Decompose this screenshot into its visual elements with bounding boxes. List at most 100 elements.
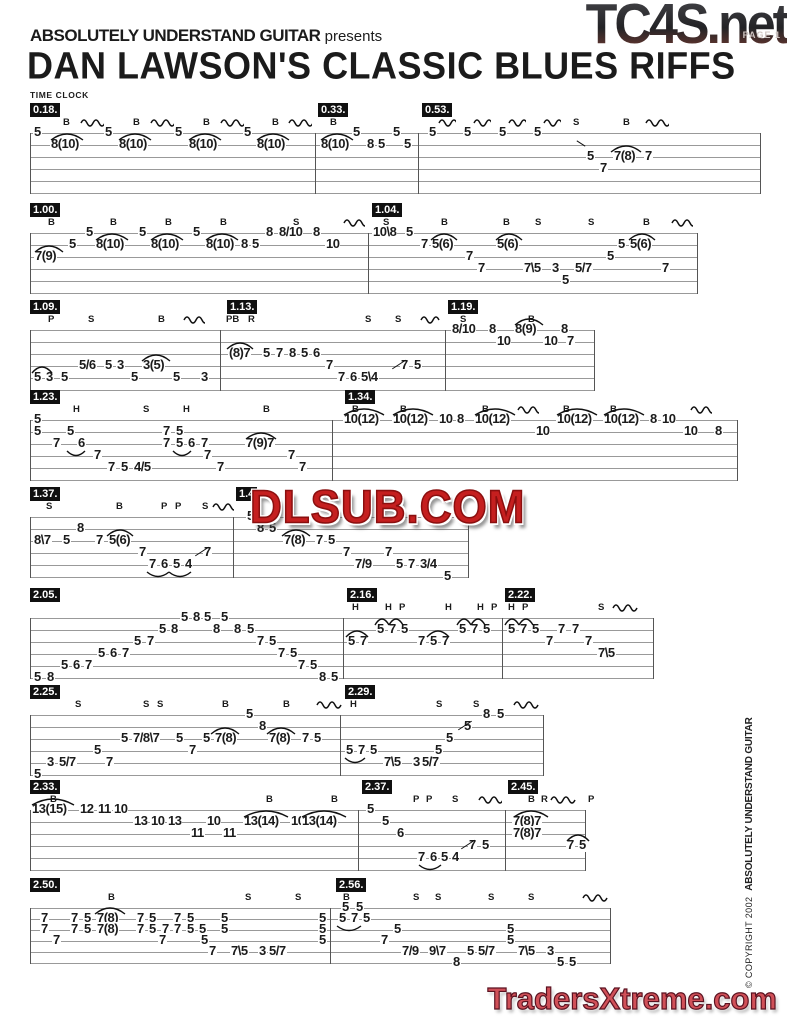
tab-note: 7\5 bbox=[517, 943, 536, 958]
technique-letter: S bbox=[473, 699, 480, 710]
vibrato-icon bbox=[582, 894, 608, 902]
technique-letter: B bbox=[343, 892, 350, 903]
technique-letter: S bbox=[488, 892, 495, 903]
bend-arc bbox=[256, 133, 290, 141]
tab-note: 5 bbox=[498, 124, 507, 139]
barline bbox=[445, 330, 446, 391]
tab-note: 7 bbox=[277, 645, 286, 660]
tab-note: 4 bbox=[184, 556, 193, 571]
tab-note: 7 bbox=[566, 333, 575, 348]
staff-line bbox=[30, 654, 653, 655]
tab-note: 3/4 bbox=[419, 556, 438, 571]
technique-letter: B bbox=[263, 404, 270, 415]
staff-line bbox=[30, 330, 594, 331]
tab-note: 8 bbox=[233, 621, 242, 636]
staff-line bbox=[30, 366, 594, 367]
tab-note: 8(10) bbox=[188, 136, 218, 151]
tab-note: 7 bbox=[70, 921, 79, 936]
tab-note: 6 bbox=[77, 435, 86, 450]
tab-note: 8 bbox=[714, 423, 723, 438]
technique-letter: H bbox=[350, 699, 357, 710]
tab-note: 5 bbox=[309, 657, 318, 672]
bend-arc bbox=[118, 133, 152, 141]
tab-note: 10 bbox=[438, 411, 454, 426]
tab-note: 5 bbox=[83, 910, 92, 925]
technique-letter: S bbox=[46, 501, 53, 512]
technique-letter: S bbox=[535, 217, 542, 228]
tab-note: 5(6) bbox=[431, 236, 455, 251]
tab-note: 5 bbox=[466, 943, 475, 958]
barline bbox=[30, 133, 31, 194]
tab-note: 7 bbox=[162, 435, 171, 450]
tab-note: 5 bbox=[174, 124, 183, 139]
tab-note: 7 bbox=[465, 248, 474, 263]
time-marker: 2.16. bbox=[347, 588, 378, 602]
barline bbox=[760, 133, 761, 194]
tab-note: 7 bbox=[599, 160, 608, 175]
bend-arc bbox=[94, 907, 126, 915]
staff-line bbox=[30, 834, 585, 835]
tab-note: 7 bbox=[287, 447, 296, 462]
technique-letter: B bbox=[116, 501, 123, 512]
barline bbox=[30, 715, 31, 776]
tab-note: 12 bbox=[79, 801, 95, 816]
bend-arc bbox=[301, 810, 347, 818]
technique-letter: S bbox=[436, 699, 443, 710]
tab-note: 10 bbox=[535, 423, 551, 438]
tab-note: 8(10) bbox=[205, 236, 235, 251]
bend-arc bbox=[392, 408, 434, 416]
technique-letter: S bbox=[295, 892, 302, 903]
tab-note: 5 bbox=[318, 921, 327, 936]
tab-note: 7 bbox=[208, 943, 217, 958]
tab-note: 5 bbox=[300, 345, 309, 360]
staff-line bbox=[30, 775, 543, 776]
tab-note: 8 bbox=[170, 621, 179, 636]
presenter-line: ABSOLUTELY UNDERSTAND GUITAR presents bbox=[30, 26, 382, 46]
staff-line bbox=[30, 444, 737, 445]
tab-note: 3 bbox=[45, 369, 54, 384]
time-marker: 2.37. bbox=[362, 780, 393, 794]
staff-line bbox=[30, 565, 468, 566]
tab-note: 8\7 bbox=[33, 532, 52, 547]
technique-letter: H bbox=[445, 602, 452, 613]
tab-note: 5 bbox=[85, 224, 94, 239]
barline bbox=[697, 233, 698, 294]
tab-note: 5/7 bbox=[477, 943, 496, 958]
technique-letter: S bbox=[598, 602, 605, 613]
tab-note: 6 bbox=[429, 849, 438, 864]
tab-note: 5 bbox=[172, 369, 181, 384]
tab-note: 8(9) bbox=[514, 321, 538, 336]
tab-note: 7 bbox=[566, 837, 575, 852]
tab-note: 7\5 bbox=[597, 645, 616, 660]
tab-note: 5 bbox=[443, 568, 452, 583]
tab-note: 5 bbox=[220, 910, 229, 925]
tab-note: 13 bbox=[167, 813, 183, 828]
bend-arc bbox=[243, 810, 289, 818]
dlsub-watermark: DLSUB.COM bbox=[249, 481, 526, 534]
staff-line bbox=[30, 666, 653, 667]
tab-note: 4/5 bbox=[133, 459, 152, 474]
page-number-label: PAGE 1 bbox=[742, 30, 781, 40]
bend-arc bbox=[556, 408, 598, 416]
tab-note: 7 bbox=[40, 921, 49, 936]
vibrato-icon bbox=[343, 219, 365, 227]
tab-note: 8/10 bbox=[451, 321, 477, 336]
tab-note: 5 bbox=[376, 621, 385, 636]
tab-note: 10(12) bbox=[556, 411, 593, 426]
tab-note: 5 bbox=[496, 706, 505, 721]
technique-letter: B bbox=[133, 117, 140, 128]
technique-letter: B bbox=[503, 217, 510, 228]
bend-arc bbox=[514, 318, 544, 326]
time-marker: 1.4 bbox=[236, 487, 258, 501]
tab-note: 7\5 bbox=[230, 943, 249, 958]
tab-note: 8(10) bbox=[320, 136, 350, 151]
tab-note: 13(15) bbox=[31, 801, 68, 816]
barline bbox=[315, 133, 316, 194]
technique-letter: P bbox=[175, 501, 182, 512]
bend-arc bbox=[245, 432, 277, 440]
slur-arc bbox=[168, 571, 192, 578]
tab-note: 8 bbox=[318, 669, 327, 684]
tab-note: 5 bbox=[198, 921, 207, 936]
tab-note: 5 bbox=[561, 272, 570, 287]
tab-note: 7 bbox=[275, 345, 284, 360]
